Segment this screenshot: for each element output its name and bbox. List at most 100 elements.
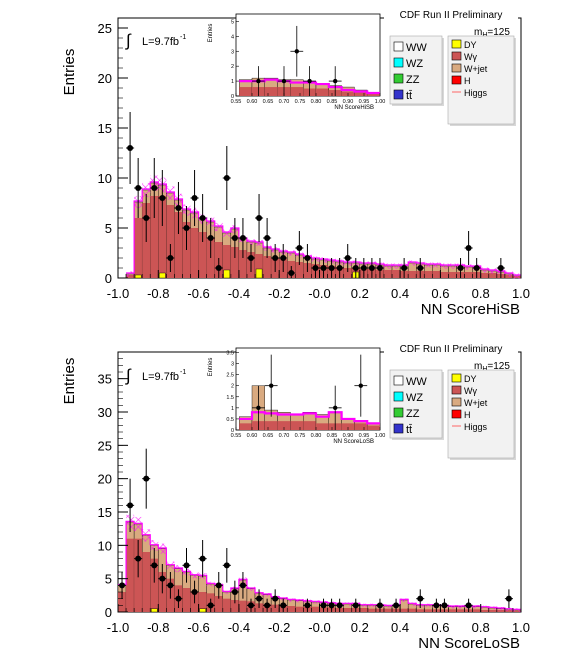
x-axis-label: NN ScoreHiSB	[421, 301, 520, 318]
data-point	[239, 582, 246, 589]
uncertainty-band	[214, 222, 223, 232]
data-point	[320, 602, 327, 609]
data-point	[247, 602, 254, 609]
data-point	[328, 602, 335, 609]
uncertainty-band	[174, 565, 183, 573]
inset-x-label: NN ScoreLoSB	[333, 439, 374, 445]
data-point	[183, 225, 190, 231]
inset-bar-wgamma	[354, 423, 368, 430]
legend-swatch	[393, 407, 404, 418]
inset-x-tick-label: 0.55	[231, 99, 242, 105]
inset-bar-wgamma	[316, 423, 329, 430]
inset-y-tick-label: 0.5	[226, 417, 234, 423]
x-tick-label: 0.4	[391, 286, 409, 301]
uncertainty-band	[383, 263, 393, 269]
uncertainty-band	[190, 572, 199, 579]
bar-wgamma	[359, 608, 368, 612]
data-point	[215, 265, 222, 271]
inset-y-tick-label: 1	[231, 406, 234, 412]
legend-hisb: CDF Run II Preliminary mH=125 WW WZ ZZ tt̄ D…	[384, 8, 518, 126]
legend-swatch	[393, 73, 404, 84]
inset-x-tick-label: 1.00	[375, 99, 386, 105]
legend-label: WZ	[406, 58, 423, 70]
x-tick-label: -0.6	[187, 620, 209, 635]
legend-swatch	[451, 75, 462, 85]
data-point	[368, 265, 375, 271]
inset-y-tick-label: 2	[231, 384, 234, 390]
x-tick-label: 1.0	[512, 620, 530, 635]
data-point	[247, 255, 254, 261]
legend-label: WW	[406, 376, 427, 388]
uncertainty-band	[150, 540, 159, 551]
inset-bar-wgamma	[239, 423, 252, 430]
x-tick-label: -0.0	[308, 286, 330, 301]
lumi-label: ∫ L=9.7fb -1	[125, 31, 186, 50]
data-point	[167, 582, 174, 589]
inset-data-point	[294, 49, 299, 54]
data-point	[127, 502, 134, 509]
uncertainty-band	[295, 599, 304, 603]
inset-bar-wgamma	[290, 421, 304, 430]
legend-label: Higgs	[464, 88, 488, 98]
data-point	[127, 145, 134, 151]
data-point	[304, 255, 311, 261]
legend-label: WZ	[406, 392, 423, 404]
bar-wgamma	[383, 270, 393, 278]
uncertainty-band	[263, 593, 272, 597]
lumi-label: ∫ L=9.7fb -1	[125, 366, 186, 385]
legend-label: tt̄	[406, 90, 412, 102]
data-point	[215, 582, 222, 589]
uncertainty-band	[400, 598, 409, 602]
data-point	[199, 555, 206, 562]
uncertainty-band	[166, 561, 175, 570]
y-tick-label: 5	[105, 572, 112, 587]
uncertainty-band	[424, 262, 433, 268]
y-tick-label: 30	[98, 405, 112, 420]
bar-wgamma	[311, 606, 320, 612]
uncertainty-band	[488, 606, 497, 610]
legend-label: W+jet	[464, 64, 488, 74]
data-point	[183, 562, 190, 569]
data-point	[296, 245, 303, 251]
data-point	[151, 185, 158, 191]
legend-swatch	[393, 41, 404, 52]
mass-label: mH=125	[474, 361, 510, 373]
legend-swatch	[393, 89, 404, 100]
data-point	[239, 235, 246, 241]
inset-histogram-hisb: 0.55 0.60 0.65 0.70 0.75 0.80 0.85 0.90 0.95 1.00…	[231, 19, 386, 105]
data-point	[231, 235, 238, 241]
uncertainty-band	[512, 273, 521, 279]
x-tick-label: -0.4	[228, 620, 250, 635]
data-point	[433, 602, 440, 609]
inset-data-point	[333, 405, 338, 411]
bar-wgamma	[198, 592, 207, 612]
y-tick-label: 15	[98, 121, 112, 136]
bar-wgamma	[472, 609, 481, 612]
inset-bar-wgamma	[354, 91, 368, 96]
x-tick-label: -1.0	[107, 286, 129, 301]
lumi-sup: -1	[180, 369, 186, 376]
inset-x-tick-label: 0.55	[231, 433, 242, 439]
bar-wgamma	[343, 608, 352, 612]
bar-wgamma	[230, 600, 239, 612]
data-point	[352, 602, 359, 609]
data-point	[264, 235, 271, 241]
legend-label: Wγ	[464, 386, 477, 396]
y-tick-label: 10	[98, 171, 112, 186]
bar-wgamma	[408, 271, 417, 278]
legend-swatch	[451, 397, 462, 407]
bar-wgamma	[230, 247, 239, 278]
inset-y-tick-label: 0	[231, 94, 234, 100]
data-point	[344, 255, 351, 261]
legend-title: CDF Run II Preliminary	[400, 10, 503, 21]
bar-wgamma	[408, 608, 417, 612]
inset-y-tick-label: 2	[231, 64, 234, 70]
inset-data-point	[307, 78, 312, 84]
bar-dy	[151, 608, 158, 613]
inset-x-tick-label: 0.75	[295, 433, 306, 439]
y-tick-label: 20	[98, 472, 112, 487]
data-point	[159, 575, 166, 582]
bar-wgamma	[287, 606, 296, 612]
legend-label: Wγ	[464, 52, 477, 62]
data-point	[191, 589, 198, 595]
